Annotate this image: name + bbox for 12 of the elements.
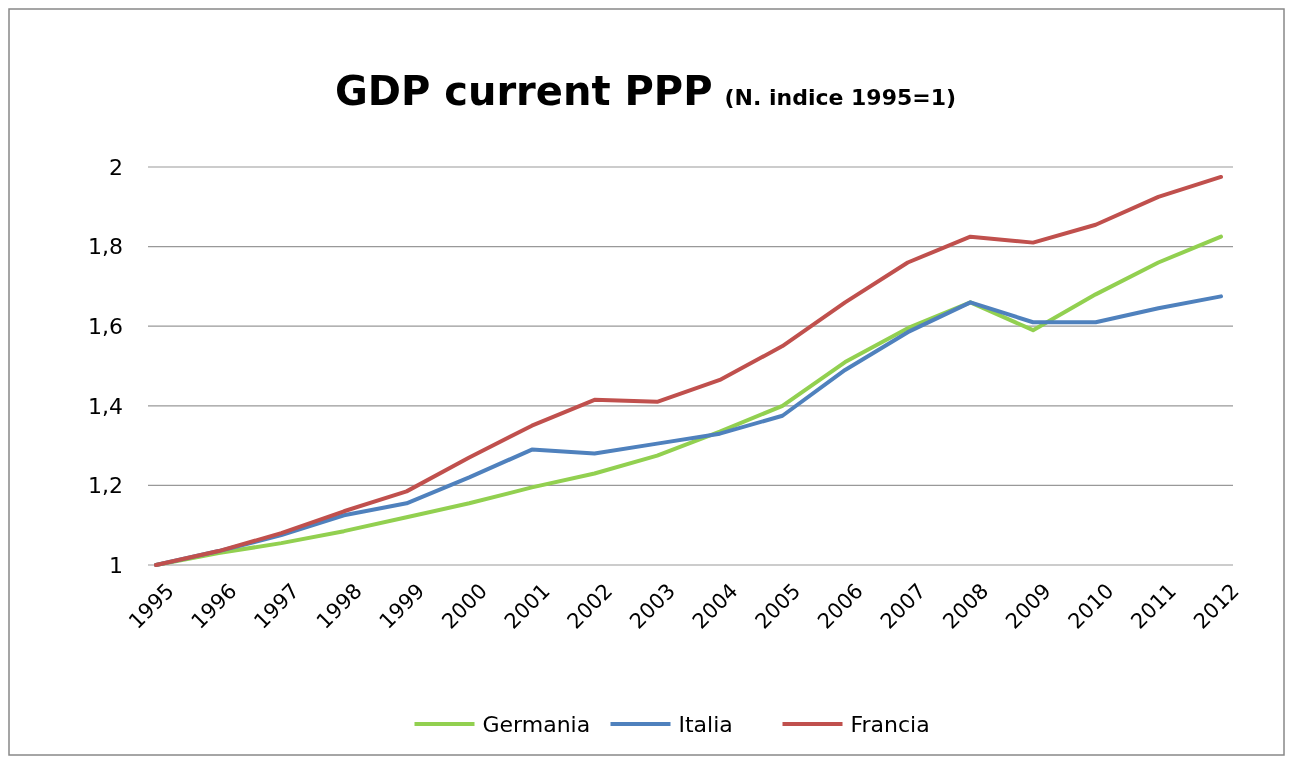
y-tick-label: 1 — [109, 552, 123, 578]
legend-label: Francia — [850, 711, 930, 737]
y-tick-label: 1,4 — [88, 393, 123, 419]
y-tick-label: 1,2 — [88, 473, 123, 499]
y-tick-label: 1,8 — [88, 234, 123, 260]
chart-title: GDP current PPP — [334, 68, 713, 114]
y-tick-label: 1,6 — [88, 313, 123, 339]
y-tick-label: 2 — [109, 154, 123, 180]
legend-label: Italia — [678, 711, 733, 737]
legend-label: Germania — [482, 711, 591, 737]
chart-subtitle: (N. indice 1995=1) — [724, 85, 957, 110]
line-series — [154, 174, 1223, 567]
